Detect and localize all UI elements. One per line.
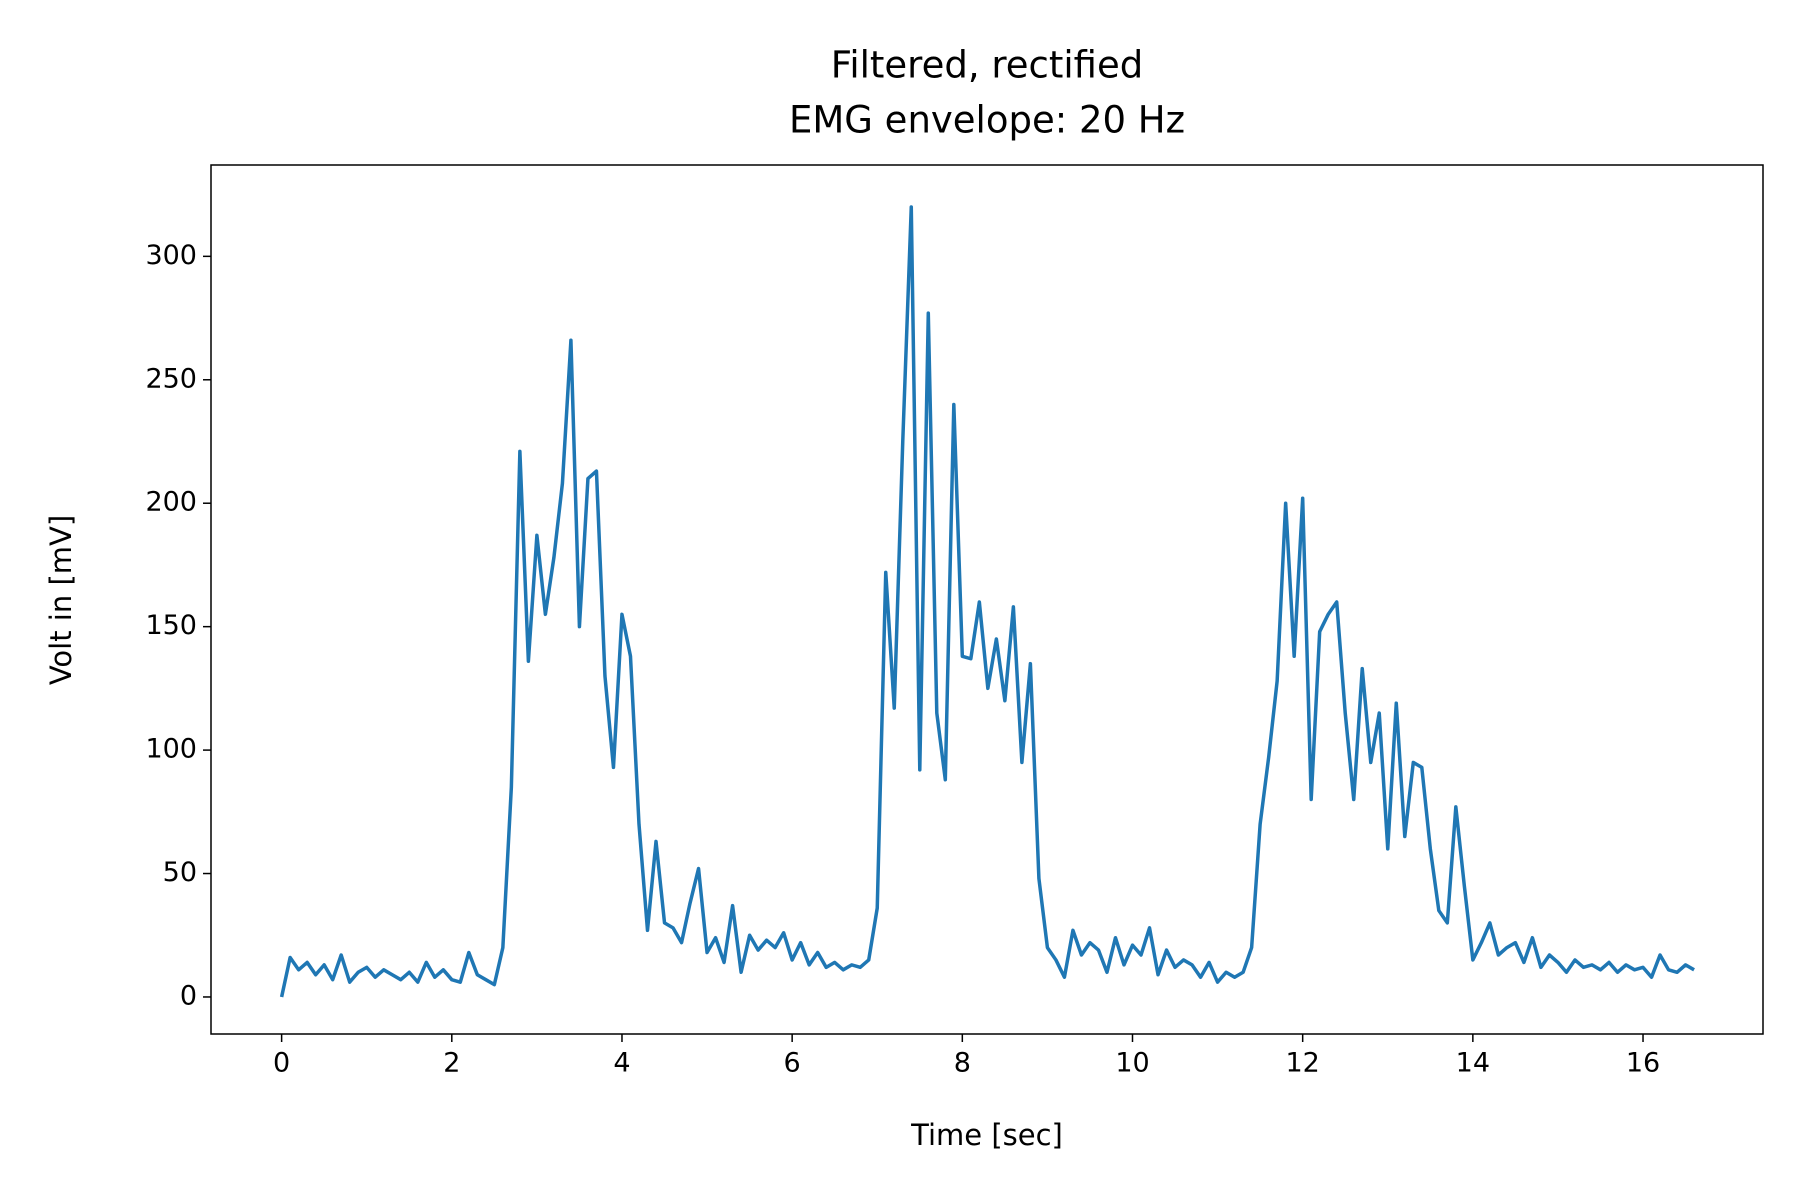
x-tick-label: 8: [954, 1048, 971, 1079]
y-axis-label: Volt in [mV]: [44, 515, 78, 685]
x-tick-label: 4: [613, 1048, 630, 1079]
y-tick-label: 200: [145, 487, 197, 518]
plot-frame: [210, 164, 1764, 1035]
y-tick-label: 0: [180, 980, 197, 1011]
chart-title: EMG envelope: 20 Hz: [789, 99, 1185, 142]
y-tick-label: 250: [145, 363, 197, 394]
x-tick-label: 2: [443, 1048, 460, 1079]
y-tick-label: 300: [145, 240, 197, 271]
chart-title: Filtered, rectified: [831, 44, 1143, 87]
y-tick-label: 150: [145, 610, 197, 641]
x-tick-label: 0: [273, 1048, 290, 1079]
x-tick-label: 6: [784, 1048, 801, 1079]
x-axis-label: Time [sec]: [910, 1118, 1063, 1152]
data-line: [279, 205, 1695, 998]
y-tick-label: 100: [145, 734, 197, 765]
y-tick-label: 50: [163, 857, 197, 888]
x-tick-label: 14: [1456, 1048, 1490, 1079]
x-tick-label: 10: [1115, 1048, 1149, 1079]
x-tick-label: 16: [1626, 1048, 1660, 1079]
x-tick-label: 12: [1285, 1048, 1319, 1079]
